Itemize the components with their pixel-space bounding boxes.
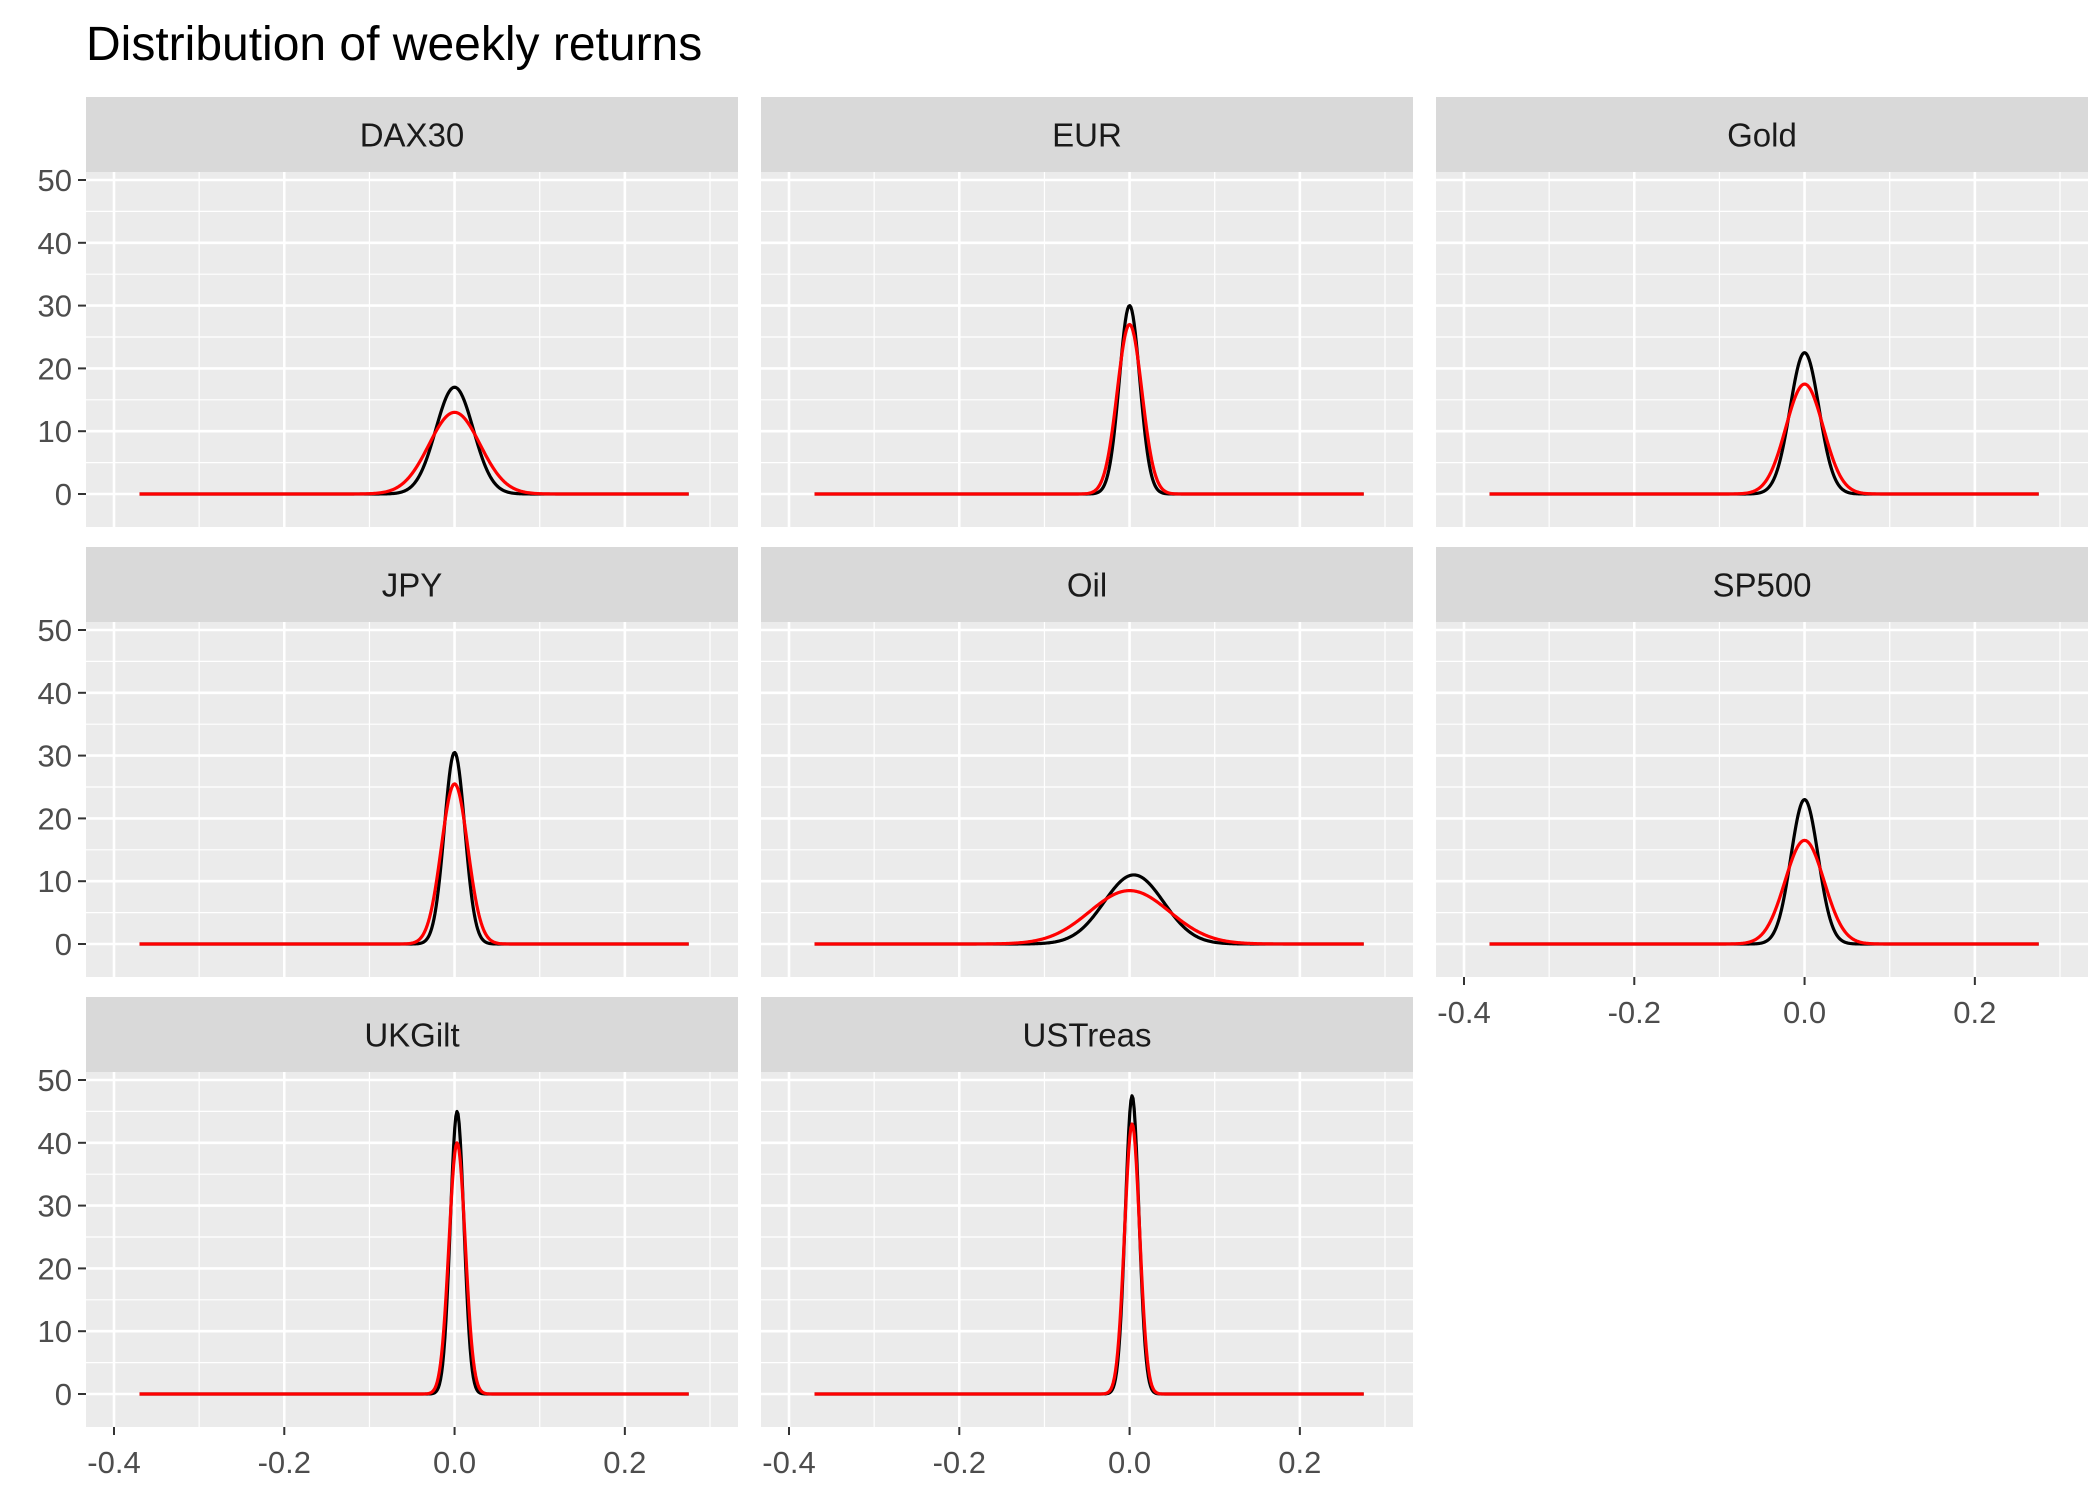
panel-sp500: SP500 -0.4 -0.2 0.0 0.2 (1436, 547, 2088, 1030)
x-tick-label: -0.2 (1608, 995, 1661, 1030)
strip-label-eur: EUR (1052, 117, 1122, 154)
plot-background-gold (1436, 172, 2088, 527)
y-tick-label: 20 (38, 1251, 72, 1286)
panel-gold: Gold (1436, 97, 2088, 527)
facet-panels: DAX30 0 10 20 30 40 50 EUR Gold JPY 0 10 20 30 40 50 Oil… (38, 97, 2088, 1480)
strip-ukgilt (86, 997, 738, 1072)
plot-background-ustreas (761, 1072, 1413, 1427)
panel-ustreas: USTreas -0.4 -0.2 0.0 0.2 (761, 997, 1413, 1480)
plot-background-oil (761, 622, 1413, 977)
y-tick-label: 50 (38, 613, 72, 648)
x-tick-label: -0.4 (1437, 995, 1490, 1030)
plot-background-jpy (86, 622, 738, 977)
strip-label-jpy: JPY (382, 567, 443, 604)
y-tick-label: 30 (38, 739, 72, 774)
strip-label-oil: Oil (1067, 567, 1107, 604)
strip-label-ustreas: USTreas (1023, 1017, 1152, 1054)
panel-eur: EUR (761, 97, 1413, 527)
x-tick-label: 0.2 (1278, 1445, 1321, 1480)
y-tick-label: 40 (38, 1126, 72, 1161)
x-tick-label: -0.4 (762, 1445, 815, 1480)
strip-oil (761, 547, 1413, 622)
strip-label-gold: Gold (1727, 117, 1797, 154)
normal-curve-jpy (139, 782, 690, 946)
strip-label-ukgilt: UKGilt (364, 1017, 459, 1054)
y-tick-label: 0 (55, 1377, 72, 1412)
x-tick-label: 0.2 (1953, 995, 1996, 1030)
y-tick-label: 10 (38, 1314, 72, 1349)
strip-gold (1436, 97, 2088, 172)
y-tick-label: 20 (38, 351, 72, 386)
normal-curve-sp500 (1489, 838, 2040, 946)
panel-oil: Oil (761, 547, 1413, 977)
normal-curve-ustreas (814, 1122, 1365, 1396)
normal-curve-dax30 (139, 410, 690, 496)
strip-eur (761, 97, 1413, 172)
y-tick-label: 50 (38, 1063, 72, 1098)
y-tick-label: 40 (38, 676, 72, 711)
x-tick-label: 0.2 (603, 1445, 646, 1480)
y-tick-label: 40 (38, 226, 72, 261)
y-tick-label: 10 (38, 414, 72, 449)
strip-ustreas (761, 997, 1413, 1072)
x-tick-label: 0.0 (1108, 1445, 1151, 1480)
strip-jpy (86, 547, 738, 622)
normal-curve-eur (814, 322, 1365, 496)
y-tick-label: 0 (55, 927, 72, 962)
y-tick-label: 50 (38, 163, 72, 198)
plot-background-eur (761, 172, 1413, 527)
plot-background-dax30 (86, 172, 738, 527)
x-tick-label: 0.0 (1783, 995, 1826, 1030)
panel-jpy: JPY 0 10 20 30 40 50 (38, 547, 738, 977)
panel-ukgilt: UKGilt 0 10 20 30 40 50 -0.4 -0.2 0.0 0.2 (38, 997, 738, 1480)
normal-curve-oil (814, 889, 1365, 946)
y-tick-label: 30 (38, 289, 72, 324)
x-tick-label: 0.0 (433, 1445, 476, 1480)
x-tick-label: -0.2 (258, 1445, 311, 1480)
y-tick-label: 30 (38, 1189, 72, 1224)
normal-curve-gold (1489, 382, 2040, 496)
chart-title: Distribution of weekly returns (86, 18, 702, 71)
y-tick-label: 20 (38, 801, 72, 836)
y-tick-label: 0 (55, 477, 72, 512)
y-tick-label: 10 (38, 864, 72, 899)
strip-label-sp500: SP500 (1712, 567, 1811, 604)
plot-background-sp500 (1436, 622, 2088, 977)
strip-dax30 (86, 97, 738, 172)
strip-sp500 (1436, 547, 2088, 622)
normal-curve-ukgilt (139, 1141, 690, 1396)
x-tick-label: -0.4 (87, 1445, 140, 1480)
strip-label-dax30: DAX30 (360, 117, 465, 154)
panel-dax30: DAX30 0 10 20 30 40 50 (38, 97, 738, 527)
x-tick-label: -0.2 (933, 1445, 986, 1480)
plot-background-ukgilt (86, 1072, 738, 1427)
